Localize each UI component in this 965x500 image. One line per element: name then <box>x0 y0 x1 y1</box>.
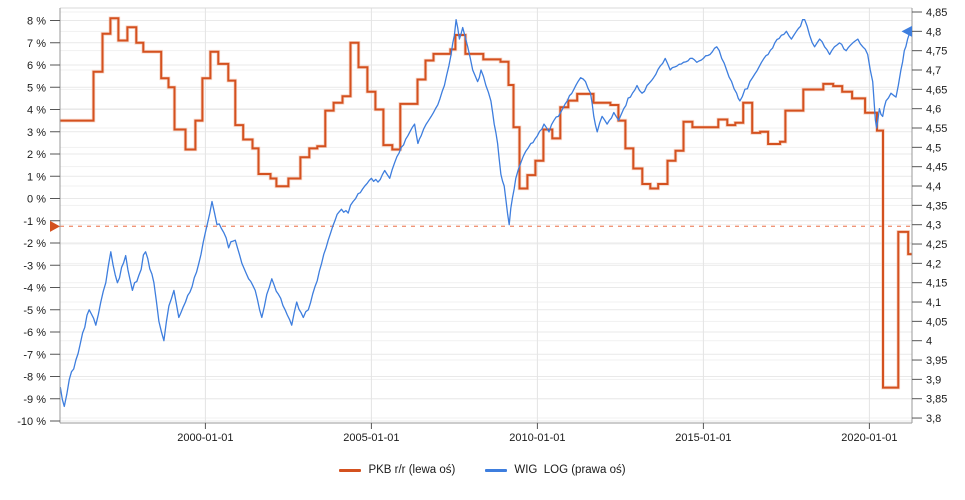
svg-text:-8 %: -8 % <box>23 372 46 384</box>
svg-text:3,8: 3,8 <box>926 413 941 425</box>
svg-text:4,15: 4,15 <box>926 278 947 290</box>
svg-text:3,95: 3,95 <box>926 355 947 367</box>
svg-text:4,45: 4,45 <box>926 162 947 174</box>
svg-text:-2 %: -2 % <box>23 238 46 250</box>
legend: PKB r/r (lewa oś) WIG LOG (prawa oś) <box>0 464 965 476</box>
svg-text:3 %: 3 % <box>27 127 46 139</box>
svg-text:5 %: 5 % <box>27 82 46 94</box>
svg-text:-9 %: -9 % <box>23 394 46 406</box>
svg-text:4,7: 4,7 <box>926 65 941 77</box>
svg-text:7 %: 7 % <box>27 38 46 50</box>
svg-text:8 %: 8 % <box>27 16 46 28</box>
svg-text:-5 %: -5 % <box>23 305 46 317</box>
svg-text:4,05: 4,05 <box>926 316 947 328</box>
svg-text:4 %: 4 % <box>27 105 46 117</box>
svg-text:1 %: 1 % <box>27 171 46 183</box>
svg-text:2020-01-01: 2020-01-01 <box>841 432 897 444</box>
svg-text:-10 %: -10 % <box>17 416 46 428</box>
svg-text:2000-01-01: 2000-01-01 <box>177 432 233 444</box>
legend-label-wig: WIG LOG (prawa oś) <box>514 464 626 476</box>
svg-text:6 %: 6 % <box>27 60 46 72</box>
svg-text:2005-01-01: 2005-01-01 <box>343 432 399 444</box>
legend-item-wig[interactable]: WIG LOG (prawa oś) <box>485 464 626 476</box>
svg-text:4,6: 4,6 <box>926 104 941 116</box>
pkb-line-swatch <box>339 468 362 472</box>
svg-text:2 %: 2 % <box>27 149 46 161</box>
svg-text:4,75: 4,75 <box>926 46 947 58</box>
svg-text:0 %: 0 % <box>27 194 46 206</box>
svg-text:4,5: 4,5 <box>926 142 941 154</box>
svg-text:-6 %: -6 % <box>23 327 46 339</box>
svg-text:2015-01-01: 2015-01-01 <box>675 432 731 444</box>
legend-item-pkb[interactable]: PKB r/r (lewa oś) <box>339 464 455 476</box>
svg-text:4,1: 4,1 <box>926 297 941 309</box>
svg-text:4,4: 4,4 <box>926 181 941 193</box>
svg-text:4,55: 4,55 <box>926 123 947 135</box>
svg-text:4,2: 4,2 <box>926 258 941 270</box>
svg-text:4,3: 4,3 <box>926 220 941 232</box>
svg-text:4,65: 4,65 <box>926 84 947 96</box>
svg-text:4,35: 4,35 <box>926 200 947 212</box>
svg-text:4: 4 <box>926 336 932 348</box>
svg-text:-1 %: -1 % <box>23 216 46 228</box>
svg-text:4,8: 4,8 <box>926 26 941 38</box>
legend-label-pkb: PKB r/r (lewa oś) <box>368 464 456 476</box>
svg-text:4,25: 4,25 <box>926 239 947 251</box>
svg-text:-7 %: -7 % <box>23 349 46 361</box>
wig-line-swatch <box>485 468 508 472</box>
svg-text:-4 %: -4 % <box>23 283 46 295</box>
svg-text:4,85: 4,85 <box>926 7 947 19</box>
svg-text:-3 %: -3 % <box>23 260 46 272</box>
svg-text:2010-01-01: 2010-01-01 <box>509 432 565 444</box>
svg-text:3,85: 3,85 <box>926 394 947 406</box>
svg-text:3,9: 3,9 <box>926 374 941 386</box>
